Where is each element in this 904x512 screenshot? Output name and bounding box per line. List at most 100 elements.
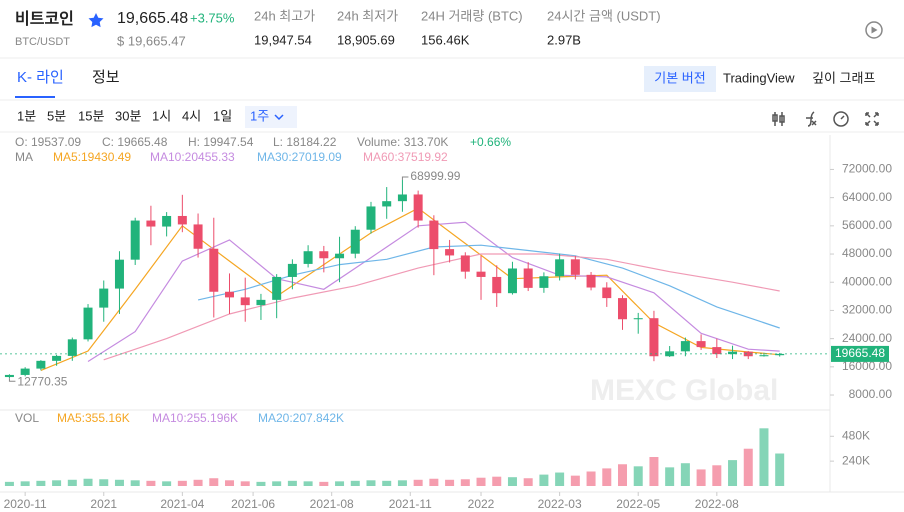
y-tick-label: 56000.00 — [842, 218, 892, 232]
volume-bar — [319, 481, 329, 486]
candle-body — [335, 253, 345, 259]
candle-body — [256, 299, 266, 306]
candle-body — [523, 268, 533, 288]
volume-bar — [649, 457, 659, 486]
volume-bar — [114, 479, 124, 486]
y-tick-label: 16000.00 — [842, 359, 892, 373]
toolbar-icons[interactable] — [772, 111, 879, 127]
ohlc-info: Volume: 313.70K — [357, 135, 448, 149]
stat-value: 156.46K — [421, 32, 470, 47]
candle-body — [775, 353, 785, 356]
tab[interactable]: TradingView — [723, 70, 795, 85]
last-price: 19665.48 — [835, 346, 885, 360]
annotation: 12770.35 — [17, 374, 67, 388]
ohlc-info: O: 19537.09 — [15, 135, 81, 149]
candle-body — [728, 351, 738, 355]
candle-body — [460, 255, 470, 272]
ohlc-info: L: 18184.22 — [273, 135, 337, 149]
interval[interactable]: 30분 — [115, 108, 141, 123]
ma-line — [87, 221, 780, 363]
tab[interactable]: 정보 — [92, 69, 120, 86]
volume-bar — [162, 481, 172, 486]
candle-body — [4, 374, 14, 378]
volume-bar — [177, 480, 187, 486]
volume-bar — [303, 481, 313, 486]
candle-body — [507, 268, 517, 294]
x-tick-label: 2021-11 — [389, 497, 432, 511]
candle-body — [555, 259, 565, 277]
tab[interactable]: 기본 버전 — [654, 70, 705, 85]
y-tick-label: 8000.00 — [849, 387, 893, 401]
x-tick-label: 2021-04 — [160, 497, 204, 511]
ohlc-info: C: 19665.48 — [102, 135, 168, 149]
candle-body — [52, 355, 62, 361]
volume-bar — [602, 468, 612, 486]
volume-bar — [586, 471, 596, 486]
candle-body — [319, 251, 329, 259]
y-tick-label: 64000.00 — [842, 190, 892, 204]
volume-bar — [633, 466, 643, 486]
volume-bar — [382, 480, 392, 486]
candle-body — [177, 215, 187, 225]
x-tick-label: 2022-05 — [616, 497, 660, 511]
candle-body — [618, 298, 627, 320]
tab[interactable]: 깊이 그래프 — [812, 70, 875, 85]
candle-body — [99, 288, 109, 308]
volume-bar — [570, 475, 580, 486]
volume-bar — [366, 480, 376, 486]
volume-bar — [4, 481, 14, 486]
candle-body — [114, 259, 124, 289]
play-button[interactable] — [865, 21, 883, 39]
volume-bar — [209, 478, 219, 486]
interval-active — [245, 106, 297, 128]
interval[interactable]: 1주 — [250, 108, 269, 123]
tab[interactable]: K- 라인 — [17, 69, 64, 86]
candle-body — [20, 368, 30, 375]
volume-bar — [507, 477, 517, 486]
candle-body — [413, 194, 423, 221]
interval[interactable]: 15분 — [78, 108, 104, 123]
candle-body — [303, 251, 313, 264]
interval[interactable]: 1시 — [152, 108, 171, 123]
interval[interactable]: 5분 — [47, 108, 66, 123]
candle-body — [225, 291, 235, 298]
candle-body — [492, 276, 502, 294]
stat-label: 24시간 금액 (USDT) — [547, 8, 661, 23]
candle-body — [445, 249, 455, 256]
candle-body — [382, 201, 392, 207]
x-tick-label: 2022 — [468, 497, 495, 511]
volume-bar — [460, 479, 470, 486]
volume-bar — [680, 463, 690, 486]
interval[interactable]: 1분 — [17, 108, 36, 123]
candle-body — [366, 206, 376, 230]
ohlc-info: H: 19947.54 — [188, 135, 254, 149]
annotation: 68999.99 — [410, 169, 460, 183]
x-tick-label: 2020-11 — [4, 497, 47, 511]
volume-bar — [476, 477, 486, 486]
volume-bar — [775, 453, 785, 486]
x-tick-label: 2021-08 — [310, 497, 354, 511]
volume-bar — [146, 480, 156, 486]
favorite-star[interactable] — [88, 13, 104, 28]
volume-bar — [539, 474, 549, 486]
candle-body — [287, 263, 297, 277]
stat-value: 18,905.69 — [337, 32, 395, 47]
tab-underline — [15, 96, 55, 98]
legend-entry: MA10:20455.33 — [150, 150, 235, 164]
candle-body — [350, 229, 360, 254]
volume-bar — [36, 480, 46, 486]
interval[interactable]: 4시 — [182, 108, 201, 123]
candle-body — [586, 274, 596, 288]
x-tick-label: 2021 — [90, 497, 117, 511]
header-bar — [0, 0, 904, 58]
volume-bar — [67, 479, 77, 486]
volume-bar — [413, 479, 423, 486]
y-tick-label: 32000.00 — [842, 303, 892, 317]
x-tick-label: 2022-03 — [538, 497, 582, 511]
ohlc-change: +0.66% — [470, 135, 511, 149]
interval[interactable]: 1일 — [213, 108, 232, 123]
volume-bar — [618, 464, 627, 486]
candle-body — [743, 351, 753, 357]
watermark: MEXC Global — [590, 374, 778, 407]
